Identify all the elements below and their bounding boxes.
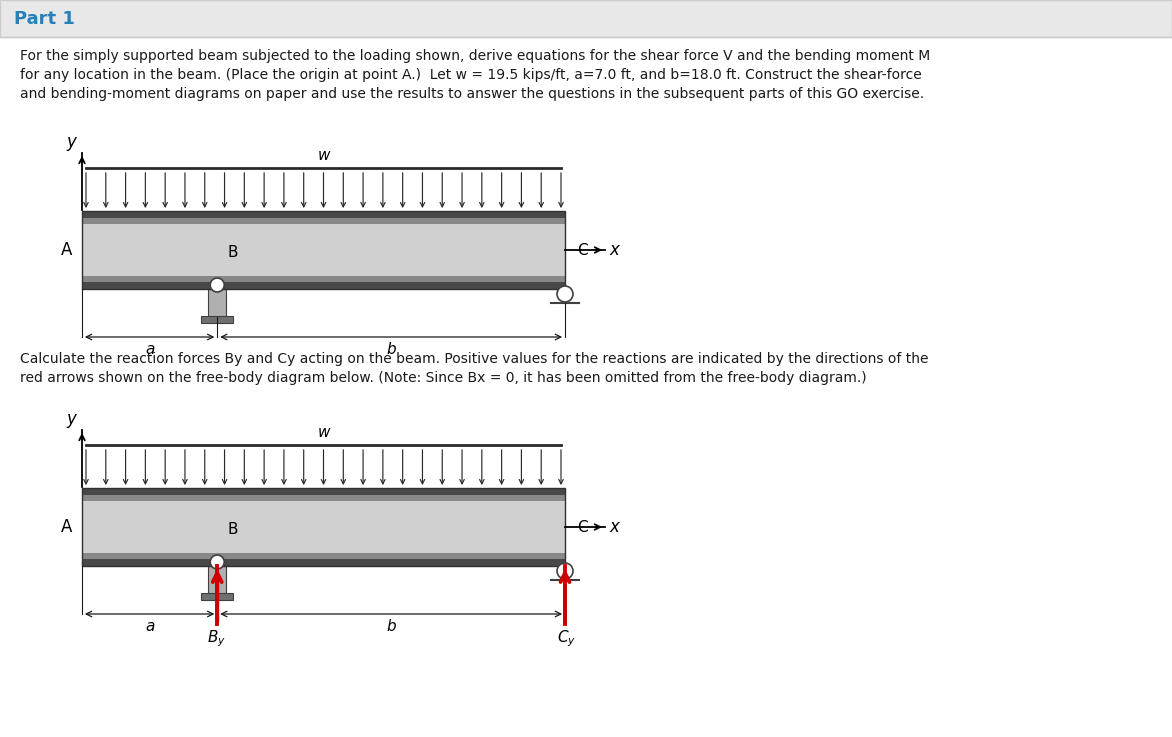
Bar: [82, 495, 565, 501]
Text: for any location in the beam. (Place the origin at point A.)  Let w = 19.5 kips/: for any location in the beam. (Place the…: [20, 68, 921, 82]
Bar: [82, 211, 565, 289]
Text: For the simply supported beam subjected to the loading shown, derive equations f: For the simply supported beam subjected …: [20, 49, 931, 63]
Text: B: B: [227, 245, 238, 259]
Bar: [82, 282, 565, 289]
Bar: [82, 218, 565, 224]
Text: and bending-moment diagrams on paper and use the results to answer the questions: and bending-moment diagrams on paper and…: [20, 87, 925, 101]
Text: a: a: [145, 342, 155, 357]
Bar: [82, 495, 565, 559]
Text: w: w: [318, 425, 329, 440]
Bar: [209, 566, 226, 594]
Bar: [82, 211, 565, 218]
Bar: [82, 488, 565, 566]
Text: C: C: [577, 242, 587, 257]
Bar: [209, 289, 226, 317]
Circle shape: [210, 278, 224, 292]
Text: $B_y$: $B_y$: [206, 628, 226, 649]
Text: w: w: [318, 148, 329, 163]
Text: $C_y$: $C_y$: [558, 628, 577, 649]
Text: B: B: [227, 522, 238, 537]
Bar: [82, 559, 565, 566]
Bar: [82, 488, 565, 495]
Text: A: A: [61, 518, 71, 536]
Bar: [202, 593, 233, 600]
Text: A: A: [61, 241, 71, 259]
Bar: [82, 553, 565, 559]
Text: y: y: [66, 133, 76, 151]
Bar: [82, 218, 565, 282]
Text: C: C: [577, 520, 587, 534]
Bar: [82, 276, 565, 282]
Circle shape: [557, 563, 573, 579]
Bar: [0, 0, 1172, 37]
Circle shape: [557, 286, 573, 302]
Bar: [202, 316, 233, 323]
Text: a: a: [145, 619, 155, 634]
Circle shape: [210, 555, 224, 569]
Text: b: b: [387, 342, 396, 357]
Text: b: b: [387, 619, 396, 634]
Text: Part 1: Part 1: [14, 10, 75, 28]
Text: x: x: [609, 518, 619, 536]
Text: x: x: [609, 241, 619, 259]
Text: Calculate the reaction forces By and Cy acting on the beam. Positive values for : Calculate the reaction forces By and Cy …: [20, 352, 928, 366]
Text: red arrows shown on the free-body diagram below. (Note: Since Bx = 0, it has bee: red arrows shown on the free-body diagra…: [20, 371, 866, 385]
Text: y: y: [66, 410, 76, 428]
